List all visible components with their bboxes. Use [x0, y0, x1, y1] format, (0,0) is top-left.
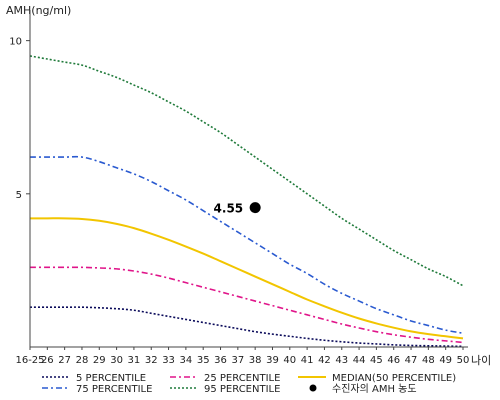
x-tick-label: 43	[335, 355, 348, 366]
x-tick-label: 36	[214, 355, 227, 366]
patient-marker-label: 4.55	[214, 202, 244, 216]
series-lines	[29, 55, 464, 348]
series-line-4	[29, 55, 464, 287]
x-tick-label: 35	[197, 355, 210, 366]
x-tick-label: 37	[231, 355, 244, 366]
legend-label-0: 5 PERCENTILE	[76, 373, 146, 384]
legend-label-3: 95 PERCENTILE	[204, 384, 280, 395]
x-tick-label: 34	[180, 355, 193, 366]
series-line-3	[29, 155, 464, 335]
legend-marker-dot	[309, 384, 317, 392]
series-line-1	[30, 266, 464, 344]
x-axis-title: 나이	[471, 354, 491, 367]
patient-marker-group: 4.55	[214, 202, 261, 216]
x-tick-label: 47	[405, 355, 418, 366]
series-line-2	[29, 217, 464, 340]
x-tick-label: 32	[145, 355, 158, 366]
x-tick-label: 27	[58, 355, 71, 366]
legend-label-1: 75 PERCENTILE	[76, 384, 152, 395]
x-tick-label: 50	[457, 355, 470, 366]
x-tick-label: 28	[76, 355, 89, 366]
x-tick-label: 39	[266, 355, 279, 366]
x-tick-label: 45	[370, 355, 383, 366]
patient-marker	[249, 202, 261, 214]
x-tick-label: 31	[128, 355, 141, 366]
axes: AMH(ng/ml) 나이	[6, 4, 491, 367]
x-tick-label: 42	[318, 355, 331, 366]
series-line-0	[29, 306, 464, 348]
x-tick-label: 40	[283, 355, 296, 366]
legend-marker-label: 수진자의 AMH 농도	[332, 383, 417, 395]
x-tick-label: 38	[249, 355, 262, 366]
x-tick-label: 16-25	[15, 355, 44, 366]
x-tick-label: 44	[353, 355, 366, 366]
legend-label-4: MEDIAN(50 PERCENTILE)	[332, 373, 456, 384]
x-tick-label: 48	[422, 355, 435, 366]
x-tick-label: 26	[41, 355, 54, 366]
x-tick-label: 33	[162, 355, 175, 366]
y-tick-label: 10	[9, 37, 22, 48]
legend-label-2: 25 PERCENTILE	[204, 373, 280, 384]
x-tick-label: 30	[110, 355, 123, 366]
x-tick-label: 29	[93, 355, 106, 366]
x-tick-label: 46	[387, 355, 400, 366]
y-axis-title: AMH(ng/ml)	[6, 4, 71, 17]
y-tick-label: 5	[16, 190, 22, 201]
x-tick-label: 49	[439, 355, 452, 366]
x-tick-label: 41	[301, 355, 314, 366]
